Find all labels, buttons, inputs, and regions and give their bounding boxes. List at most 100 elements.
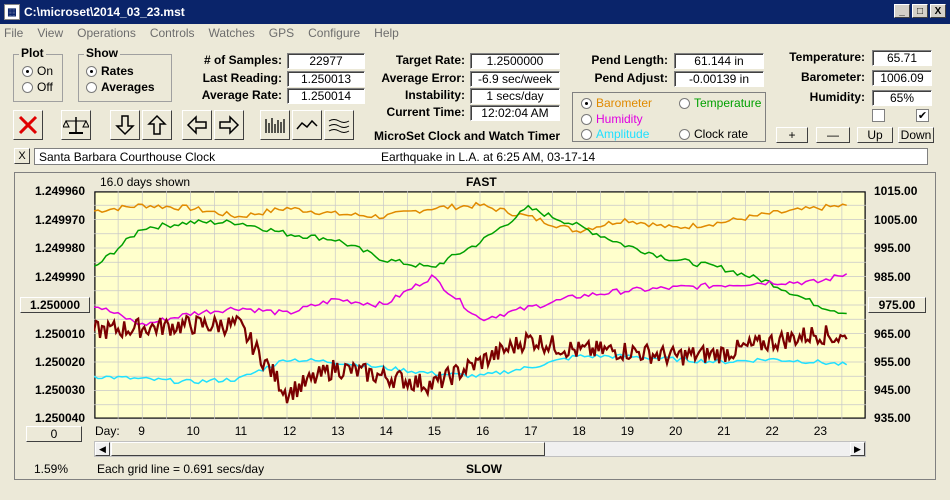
instability-value: 1 secs/day — [470, 88, 560, 104]
pend-adjust-value: -0.00139 in — [674, 71, 764, 87]
menu-configure[interactable]: Configure — [308, 26, 361, 40]
day-tick-label: 18 — [572, 424, 586, 438]
maximize-button[interactable]: □ — [912, 4, 928, 18]
plot-group-title: Plot — [19, 46, 46, 60]
down-arrow-icon[interactable] — [110, 110, 140, 140]
close-button[interactable]: X — [930, 4, 946, 18]
target-rate-label: Target Rate: — [395, 53, 465, 67]
wave-icon[interactable] — [292, 110, 322, 140]
scale-icon[interactable] — [61, 110, 91, 140]
app-icon: ▦ — [4, 4, 20, 20]
up-arrow-icon[interactable] — [142, 110, 172, 140]
plus-button[interactable]: + — [776, 127, 808, 143]
day-tick-label: 23 — [813, 424, 828, 438]
menu-watches[interactable]: Watches — [208, 26, 255, 40]
radio-dot — [22, 81, 33, 93]
temperature-radio[interactable]: Temperature — [679, 95, 761, 111]
menu-controls[interactable]: Controls — [149, 26, 195, 40]
humidity-stat-value: 65% — [872, 90, 932, 106]
y-right-tick: 945.00 — [874, 383, 911, 397]
humidity-radio[interactable]: Humidity — [581, 111, 643, 127]
option-checkbox-1[interactable] — [872, 109, 885, 122]
clock-close-button[interactable]: X — [14, 148, 30, 164]
show-group-title: Show — [84, 46, 120, 60]
menu-help[interactable]: Help — [374, 26, 399, 40]
window-title: C:\microset\2014_03_23.mst — [24, 5, 185, 19]
day-tick-label: 13 — [331, 424, 345, 438]
scroll-left-icon[interactable]: ◀ — [95, 442, 110, 456]
series-select-group: Barometer Temperature Humidity Amplitude… — [572, 92, 766, 142]
minimize-button[interactable]: _ — [894, 4, 910, 18]
temperature-stat-value: 65.71 — [872, 50, 932, 66]
show-averages-label: Averages — [101, 80, 155, 94]
series-line-temperature — [94, 204, 847, 315]
barometer-stat-label: Barometer: — [800, 70, 865, 84]
menu-view[interactable]: View — [37, 26, 64, 40]
plot-off-radio[interactable]: Off — [22, 79, 53, 95]
down-button[interactable]: Down — [898, 127, 934, 143]
right-center-button[interactable]: 975.00 — [868, 297, 926, 313]
show-rates-label: Rates — [101, 64, 134, 78]
offset-button[interactable]: 0 — [26, 426, 82, 442]
title-bar: ▦ C:\microset\2014_03_23.mst _ □ X — [0, 0, 950, 24]
instability-label: Instability: — [404, 88, 465, 102]
average-error-value: -6.9 sec/week — [470, 71, 560, 87]
day-tick-label: 14 — [379, 424, 393, 438]
show-averages-radio[interactable]: Averages — [86, 79, 155, 95]
day-tick-label: 16 — [476, 424, 490, 438]
average-rate-value: 1.250014 — [287, 88, 365, 104]
show-rates-radio[interactable]: Rates — [86, 63, 134, 79]
current-time-label: Current Time: — [386, 105, 465, 119]
lines-icon[interactable] — [324, 110, 354, 140]
horizontal-scrollbar[interactable]: ◀ ▶ — [94, 441, 866, 457]
y-right-tick: 995.00 — [874, 241, 911, 255]
minus-button[interactable]: — — [816, 127, 850, 143]
menu-gps[interactable]: GPS — [268, 26, 295, 40]
y-left-tick: 1.250010 — [34, 327, 85, 341]
series-line-clock-rate — [94, 313, 848, 404]
barometer-radio[interactable]: Barometer — [581, 95, 652, 111]
radio-dot — [86, 65, 97, 77]
menu-file[interactable]: File — [4, 26, 24, 40]
humidity-label: Humidity — [596, 112, 643, 126]
plot-on-radio[interactable]: On — [22, 63, 53, 79]
scroll-right-icon[interactable]: ▶ — [850, 442, 865, 456]
bars-icon[interactable] — [260, 110, 290, 140]
pend-adjust-label: Pend Adjust: — [594, 71, 668, 85]
option-checkbox-2[interactable]: ✔ — [916, 109, 929, 122]
menu-bar: File View Operations Controls Watches GP… — [0, 24, 950, 42]
radio-dot — [679, 128, 690, 140]
series-line-humidity — [94, 273, 848, 327]
average-rate-label: Average Rate: — [201, 88, 282, 102]
day-prefix: Day: — [95, 424, 120, 438]
day-tick-label: 17 — [524, 424, 538, 438]
center-value-button[interactable]: 1.250000 — [20, 297, 90, 313]
close-x-icon[interactable] — [13, 110, 43, 140]
right-arrow-icon[interactable] — [214, 110, 244, 140]
radio-dot — [581, 97, 592, 109]
y-right-tick: 955.00 — [874, 355, 911, 369]
radio-dot — [581, 113, 592, 125]
clockrate-radio[interactable]: Clock rate — [679, 126, 748, 142]
amplitude-radio[interactable]: Amplitude — [581, 126, 649, 142]
amplitude-label: Amplitude — [596, 127, 650, 141]
day-tick-label: 11 — [234, 424, 248, 438]
day-tick-label: 20 — [669, 424, 683, 438]
y-left-tick: 1.250020 — [34, 355, 85, 369]
menu-operations[interactable]: Operations — [77, 26, 136, 40]
last-reading-value: 1.250013 — [287, 71, 365, 87]
scroll-thumb[interactable] — [111, 442, 545, 456]
up-button[interactable]: Up — [857, 127, 893, 143]
left-arrow-icon[interactable] — [182, 110, 212, 140]
y-left-tick: 1.249990 — [34, 270, 85, 284]
y-left-tick: 1.250030 — [34, 383, 85, 397]
average-error-label: Average Error: — [381, 71, 465, 85]
radio-dot — [22, 65, 33, 77]
barometer-label: Barometer — [596, 96, 653, 110]
target-rate-value: 1.2500000 — [470, 53, 560, 69]
day-tick-label: 10 — [186, 424, 200, 438]
days-shown-label: 16.0 days shown — [100, 175, 191, 189]
y-left-tick: 1.249960 — [34, 184, 85, 198]
barometer-stat-value: 1006.09 — [872, 70, 932, 86]
y-left-tick: 1.249970 — [34, 213, 85, 227]
